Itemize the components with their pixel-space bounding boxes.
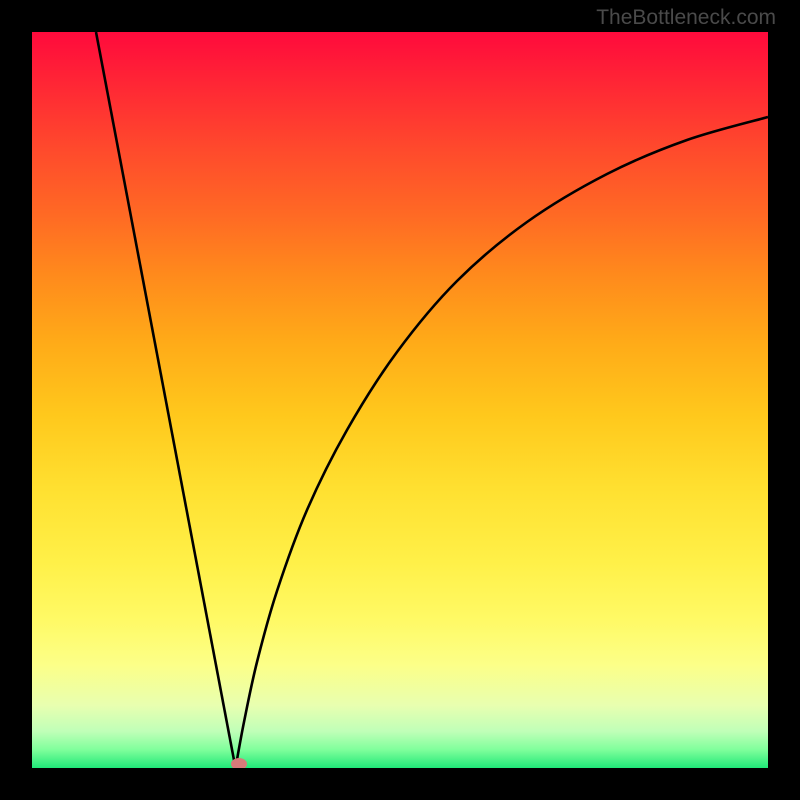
watermark-text: TheBottleneck.com: [596, 6, 776, 30]
bottleneck-curve: [32, 32, 768, 768]
curve-right-branch: [236, 117, 769, 768]
optimum-marker: [231, 758, 247, 768]
curve-left-branch: [96, 32, 236, 768]
plot-area: [32, 32, 768, 768]
